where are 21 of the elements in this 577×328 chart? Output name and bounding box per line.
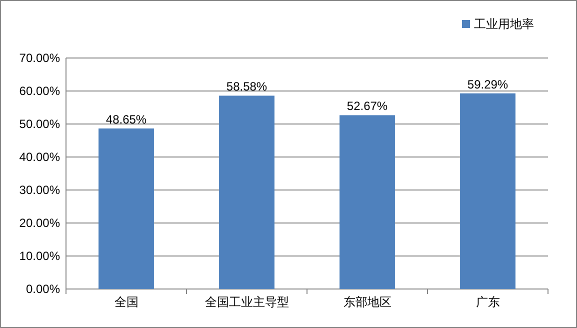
- legend-label: 工业用地率: [474, 17, 534, 31]
- y-tick-label: 50.00%: [19, 117, 60, 131]
- y-tick-label: 60.00%: [19, 84, 60, 98]
- y-tick-label: 70.00%: [19, 51, 60, 65]
- bar: [219, 96, 274, 289]
- x-tick-label: 广东: [476, 295, 500, 309]
- bar: [98, 128, 154, 289]
- data-label: 59.29%: [467, 77, 508, 92]
- data-label: 58.58%: [226, 80, 268, 94]
- y-tick-label: 10.00%: [19, 249, 60, 263]
- y-tick-label: 0.00%: [26, 282, 60, 296]
- data-label: 48.65%: [106, 112, 147, 126]
- y-tick-label: 40.00%: [19, 150, 60, 164]
- x-tick-label: 东部地区: [343, 295, 392, 309]
- x-tick-label: 全国: [114, 295, 138, 309]
- bar: [460, 93, 516, 289]
- data-label: 52.67%: [346, 99, 388, 114]
- y-tick-label: 30.00%: [19, 183, 60, 197]
- bar: [340, 115, 395, 289]
- y-tick-label: 20.00%: [19, 216, 60, 230]
- x-tick-label: 全国工业主导型: [204, 295, 289, 309]
